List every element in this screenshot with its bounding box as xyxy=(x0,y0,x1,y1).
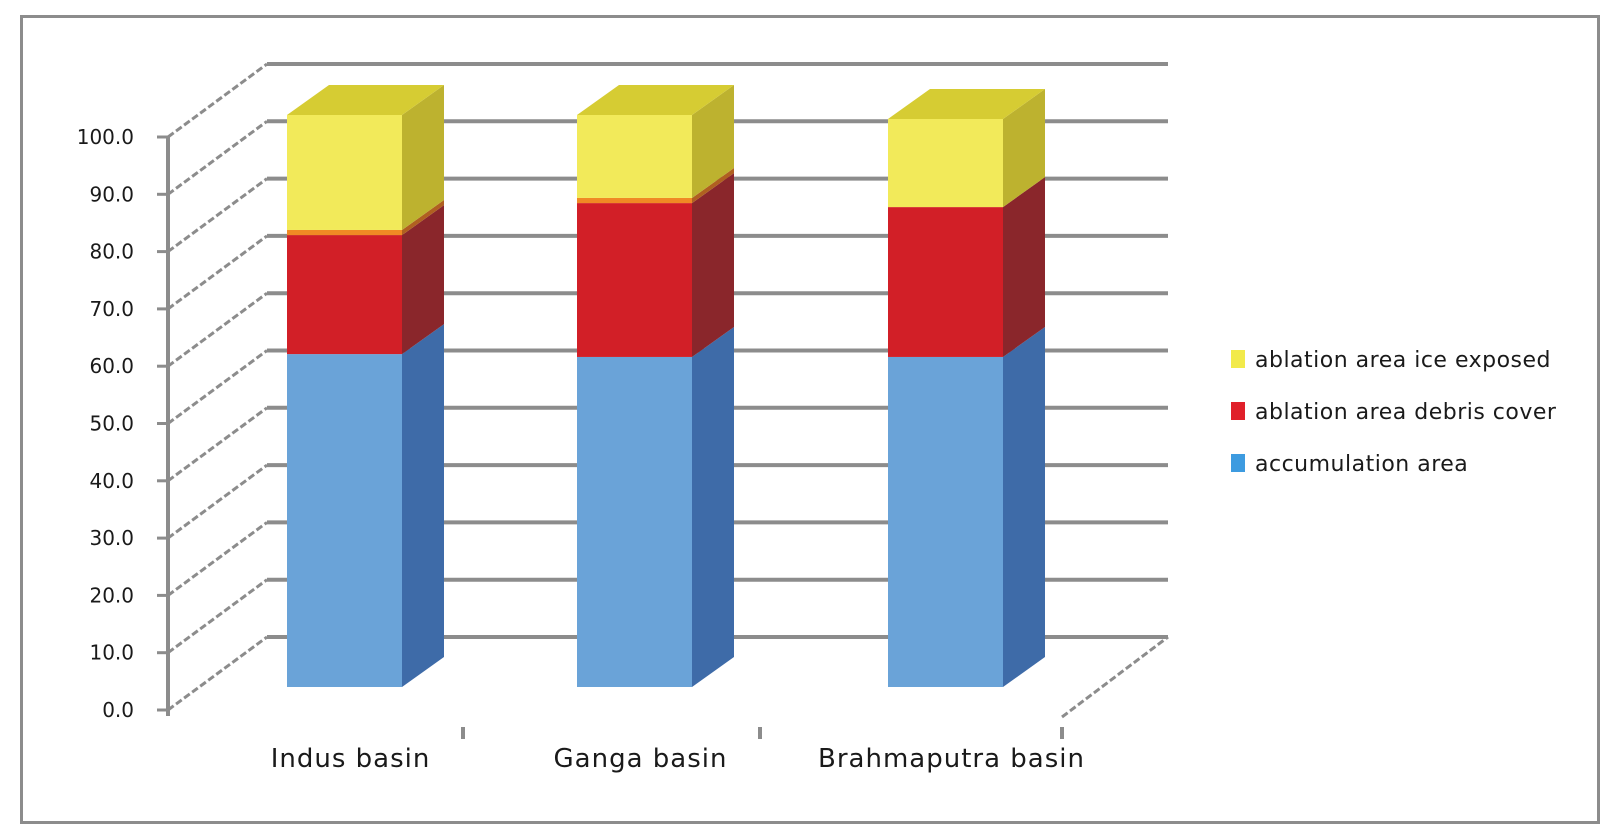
bar-brahmaputra-basin xyxy=(888,89,1045,687)
bar-indus-basin xyxy=(287,85,444,687)
x-axis-label: Brahmaputra basin xyxy=(818,744,1085,774)
y-tick-label: 70.0 xyxy=(89,297,134,321)
bar-segment xyxy=(888,356,1003,687)
bar-segment xyxy=(287,354,402,687)
bar-segment-side xyxy=(402,205,444,355)
side-gridline xyxy=(167,635,268,712)
legend-swatch xyxy=(1231,350,1245,368)
bar-segment-side xyxy=(402,85,444,230)
legend-label: accumulation area xyxy=(1255,452,1468,477)
bar-segment-side xyxy=(402,199,444,236)
side-gridline xyxy=(167,463,268,540)
bar-segment-side xyxy=(692,85,734,198)
x-axis-labels: Indus basin Ganga basin Brahmaputra basin xyxy=(271,744,1085,774)
legend-item: accumulation area xyxy=(1231,452,1468,477)
side-gridline xyxy=(167,120,268,196)
y-tick-label: 20.0 xyxy=(89,583,134,607)
x-axis-label: Indus basin xyxy=(271,744,431,774)
y-axis: 0.0 10.0 20.0 30.0 40.0 50.0 60.0 70.0 80.0 90.0 1… xyxy=(77,125,1064,739)
bar-segment xyxy=(577,115,692,198)
bars xyxy=(287,85,1045,687)
y-tick-label: 10.0 xyxy=(89,641,134,665)
floor-right-edge xyxy=(1061,635,1169,719)
bar-segment xyxy=(577,356,692,687)
bar-ganga-basin xyxy=(577,85,734,687)
legend: ablation area ice exposed ablation area d… xyxy=(1231,348,1557,477)
bar-top xyxy=(888,89,1045,120)
legend-swatch xyxy=(1231,454,1245,472)
x-axis-label: Ganga basin xyxy=(554,744,728,774)
bar-segment-side xyxy=(1003,177,1045,357)
side-gridline xyxy=(167,234,268,311)
bar-segment-side xyxy=(1003,326,1045,687)
side-gridline xyxy=(167,521,268,597)
legend-label: ablation area debris cover xyxy=(1255,400,1557,425)
y-tick-label: 90.0 xyxy=(89,182,134,206)
bar-segment xyxy=(888,119,1003,208)
y-tick-label: 60.0 xyxy=(89,354,134,378)
legend-item: ablation area debris cover xyxy=(1231,400,1557,425)
side-gridline xyxy=(167,406,268,483)
bar-segment xyxy=(577,203,692,357)
side-gridline xyxy=(167,291,268,368)
legend-label: ablation area ice exposed xyxy=(1255,348,1551,373)
bar-segment xyxy=(577,197,692,204)
y-tick-label: 80.0 xyxy=(89,240,134,264)
chart-frame xyxy=(20,15,1600,824)
side-gridline xyxy=(167,177,268,253)
bar-segment-side xyxy=(1003,89,1045,208)
bar-segment-side xyxy=(692,326,734,687)
y-tick-label: 30.0 xyxy=(89,526,134,550)
legend-swatch xyxy=(1231,402,1245,420)
bar-segment-side xyxy=(402,324,444,687)
bar-segment-side xyxy=(692,173,734,357)
y-tick-label: 0.0 xyxy=(102,698,134,722)
bar-segment-side xyxy=(692,167,734,204)
bar-segment xyxy=(287,235,402,355)
bar-segment xyxy=(888,207,1003,357)
side-gridline xyxy=(167,349,268,425)
bar-segment xyxy=(287,229,402,236)
y-tick-label: 40.0 xyxy=(89,469,134,493)
y-tick-label: 50.0 xyxy=(89,412,134,436)
bar-segment xyxy=(287,115,402,230)
legend-item: ablation area ice exposed xyxy=(1231,348,1551,373)
side-gridline xyxy=(167,578,268,654)
bar-top xyxy=(577,85,734,115)
side-gridline xyxy=(167,62,268,139)
y-tick-label: 100.0 xyxy=(77,125,134,149)
bar-top xyxy=(287,85,444,115)
